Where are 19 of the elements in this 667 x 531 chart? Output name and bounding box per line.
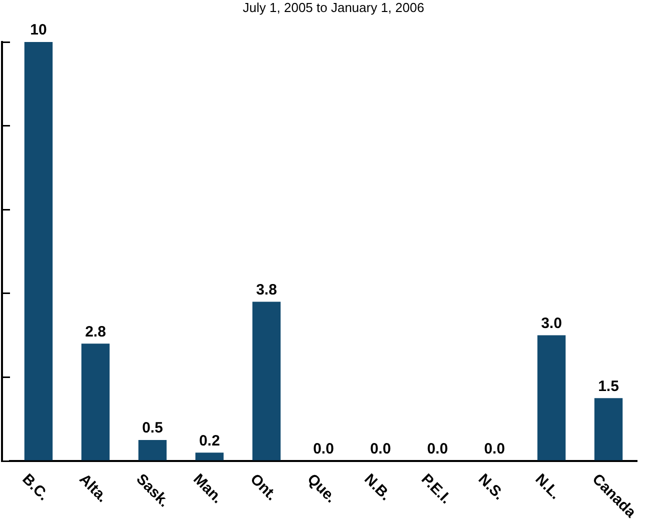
bar (252, 302, 281, 460)
data-label: 2.8 (85, 323, 106, 340)
data-label: 3.0 (541, 314, 562, 332)
data-label: 0.0 (484, 440, 505, 458)
data-label: 1.5 (598, 378, 619, 395)
bar (24, 42, 53, 460)
bar (81, 344, 110, 460)
bar (138, 440, 167, 460)
bar (594, 398, 623, 460)
data-label: 0.0 (370, 440, 391, 458)
data-label: 0.5 (142, 420, 163, 437)
data-label: 0.2 (199, 432, 220, 450)
chart-subtitle: July 1, 2005 to January 1, 2006 (242, 0, 426, 15)
data-label: 3.8 (256, 281, 277, 298)
bar (537, 335, 566, 460)
data-label: 10 (30, 22, 47, 39)
data-label: 0.0 (313, 440, 334, 458)
data-label: 0.0 (427, 440, 448, 458)
bar (195, 452, 224, 460)
